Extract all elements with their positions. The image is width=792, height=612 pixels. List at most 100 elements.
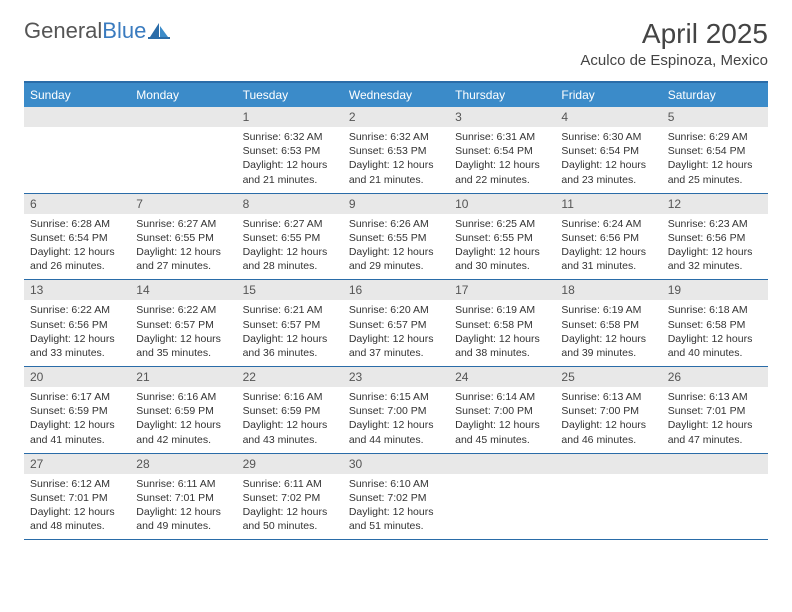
day-line: Daylight: 12 hours and 37 minutes. [349, 332, 443, 360]
day-number: 30 [343, 454, 449, 474]
day-number: 25 [555, 367, 661, 387]
calendar-cell [449, 454, 555, 540]
day-line: Sunrise: 6:24 AM [561, 217, 655, 231]
calendar-cell: 30Sunrise: 6:10 AMSunset: 7:02 PMDayligh… [343, 454, 449, 540]
day-number: 3 [449, 107, 555, 127]
day-body: Sunrise: 6:19 AMSunset: 6:58 PMDaylight:… [555, 300, 661, 366]
day-line: Daylight: 12 hours and 27 minutes. [136, 245, 230, 273]
calendar-cell: 25Sunrise: 6:13 AMSunset: 7:00 PMDayligh… [555, 367, 661, 453]
week-row: 1Sunrise: 6:32 AMSunset: 6:53 PMDaylight… [24, 107, 768, 194]
day-line: Sunset: 6:54 PM [455, 144, 549, 158]
day-line: Daylight: 12 hours and 25 minutes. [668, 158, 762, 186]
day-line: Daylight: 12 hours and 42 minutes. [136, 418, 230, 446]
day-line: Daylight: 12 hours and 39 minutes. [561, 332, 655, 360]
day-number [555, 454, 661, 474]
day-line: Sunrise: 6:18 AM [668, 303, 762, 317]
calendar-cell: 24Sunrise: 6:14 AMSunset: 7:00 PMDayligh… [449, 367, 555, 453]
day-line: Daylight: 12 hours and 26 minutes. [30, 245, 124, 273]
calendar-cell: 17Sunrise: 6:19 AMSunset: 6:58 PMDayligh… [449, 280, 555, 366]
day-body: Sunrise: 6:14 AMSunset: 7:00 PMDaylight:… [449, 387, 555, 453]
day-number: 23 [343, 367, 449, 387]
day-line: Sunrise: 6:16 AM [136, 390, 230, 404]
day-line: Sunrise: 6:12 AM [30, 477, 124, 491]
day-number: 4 [555, 107, 661, 127]
day-number: 26 [662, 367, 768, 387]
calendar-cell: 14Sunrise: 6:22 AMSunset: 6:57 PMDayligh… [130, 280, 236, 366]
day-line: Sunset: 6:58 PM [455, 318, 549, 332]
day-number [130, 107, 236, 127]
day-line: Sunrise: 6:30 AM [561, 130, 655, 144]
day-body: Sunrise: 6:12 AMSunset: 7:01 PMDaylight:… [24, 474, 130, 540]
day-number: 11 [555, 194, 661, 214]
day-line: Sunrise: 6:21 AM [243, 303, 337, 317]
calendar-cell: 28Sunrise: 6:11 AMSunset: 7:01 PMDayligh… [130, 454, 236, 540]
day-body: Sunrise: 6:11 AMSunset: 7:02 PMDaylight:… [237, 474, 343, 540]
day-line: Sunrise: 6:17 AM [30, 390, 124, 404]
calendar-cell: 15Sunrise: 6:21 AMSunset: 6:57 PMDayligh… [237, 280, 343, 366]
calendar-cell: 9Sunrise: 6:26 AMSunset: 6:55 PMDaylight… [343, 194, 449, 280]
calendar-cell: 22Sunrise: 6:16 AMSunset: 6:59 PMDayligh… [237, 367, 343, 453]
day-line: Sunset: 6:59 PM [30, 404, 124, 418]
calendar-cell: 20Sunrise: 6:17 AMSunset: 6:59 PMDayligh… [24, 367, 130, 453]
day-line: Sunset: 7:01 PM [668, 404, 762, 418]
calendar-cell: 3Sunrise: 6:31 AMSunset: 6:54 PMDaylight… [449, 107, 555, 193]
calendar-cell: 7Sunrise: 6:27 AMSunset: 6:55 PMDaylight… [130, 194, 236, 280]
day-header-row: Sunday Monday Tuesday Wednesday Thursday… [24, 83, 768, 107]
day-line: Sunrise: 6:13 AM [668, 390, 762, 404]
day-line: Sunrise: 6:32 AM [243, 130, 337, 144]
day-body: Sunrise: 6:32 AMSunset: 6:53 PMDaylight:… [237, 127, 343, 193]
day-header-monday: Monday [130, 83, 236, 107]
day-header-friday: Friday [555, 83, 661, 107]
day-line: Sunset: 6:59 PM [136, 404, 230, 418]
day-line: Daylight: 12 hours and 50 minutes. [243, 505, 337, 533]
day-number: 20 [24, 367, 130, 387]
calendar-cell [24, 107, 130, 193]
day-line: Sunrise: 6:19 AM [455, 303, 549, 317]
day-line: Daylight: 12 hours and 45 minutes. [455, 418, 549, 446]
day-header-thursday: Thursday [449, 83, 555, 107]
day-body: Sunrise: 6:20 AMSunset: 6:57 PMDaylight:… [343, 300, 449, 366]
day-body: Sunrise: 6:25 AMSunset: 6:55 PMDaylight:… [449, 214, 555, 280]
day-header-sunday: Sunday [24, 83, 130, 107]
calendar-cell: 21Sunrise: 6:16 AMSunset: 6:59 PMDayligh… [130, 367, 236, 453]
day-body: Sunrise: 6:16 AMSunset: 6:59 PMDaylight:… [237, 387, 343, 453]
day-body: Sunrise: 6:32 AMSunset: 6:53 PMDaylight:… [343, 127, 449, 193]
day-line: Sunrise: 6:27 AM [136, 217, 230, 231]
day-body: Sunrise: 6:18 AMSunset: 6:58 PMDaylight:… [662, 300, 768, 366]
day-line: Sunrise: 6:23 AM [668, 217, 762, 231]
month-title: April 2025 [580, 18, 768, 50]
logo: GeneralBlue [24, 18, 170, 44]
calendar-cell: 12Sunrise: 6:23 AMSunset: 6:56 PMDayligh… [662, 194, 768, 280]
day-line: Daylight: 12 hours and 22 minutes. [455, 158, 549, 186]
day-line: Daylight: 12 hours and 49 minutes. [136, 505, 230, 533]
header: GeneralBlue April 2025 Aculco de Espinoz… [0, 0, 792, 77]
day-line: Sunset: 6:58 PM [668, 318, 762, 332]
day-body [449, 474, 555, 532]
day-line: Daylight: 12 hours and 28 minutes. [243, 245, 337, 273]
day-line: Sunset: 6:53 PM [243, 144, 337, 158]
day-line: Sunrise: 6:11 AM [243, 477, 337, 491]
logo-general: General [24, 18, 102, 43]
day-body: Sunrise: 6:11 AMSunset: 7:01 PMDaylight:… [130, 474, 236, 540]
day-line: Sunrise: 6:20 AM [349, 303, 443, 317]
weeks-container: 1Sunrise: 6:32 AMSunset: 6:53 PMDaylight… [24, 107, 768, 540]
day-number: 22 [237, 367, 343, 387]
day-line: Sunset: 6:54 PM [30, 231, 124, 245]
calendar-cell: 16Sunrise: 6:20 AMSunset: 6:57 PMDayligh… [343, 280, 449, 366]
logo-blue: Blue [102, 18, 146, 43]
day-body [662, 474, 768, 532]
calendar-cell: 2Sunrise: 6:32 AMSunset: 6:53 PMDaylight… [343, 107, 449, 193]
day-line: Sunrise: 6:16 AM [243, 390, 337, 404]
day-line: Sunset: 6:56 PM [30, 318, 124, 332]
day-body: Sunrise: 6:26 AMSunset: 6:55 PMDaylight:… [343, 214, 449, 280]
calendar-cell: 10Sunrise: 6:25 AMSunset: 6:55 PMDayligh… [449, 194, 555, 280]
calendar: Sunday Monday Tuesday Wednesday Thursday… [24, 81, 768, 540]
week-row: 27Sunrise: 6:12 AMSunset: 7:01 PMDayligh… [24, 454, 768, 541]
calendar-cell [130, 107, 236, 193]
day-number: 13 [24, 280, 130, 300]
calendar-cell: 6Sunrise: 6:28 AMSunset: 6:54 PMDaylight… [24, 194, 130, 280]
day-line: Sunrise: 6:13 AM [561, 390, 655, 404]
day-line: Sunrise: 6:28 AM [30, 217, 124, 231]
day-body: Sunrise: 6:27 AMSunset: 6:55 PMDaylight:… [130, 214, 236, 280]
day-number: 8 [237, 194, 343, 214]
